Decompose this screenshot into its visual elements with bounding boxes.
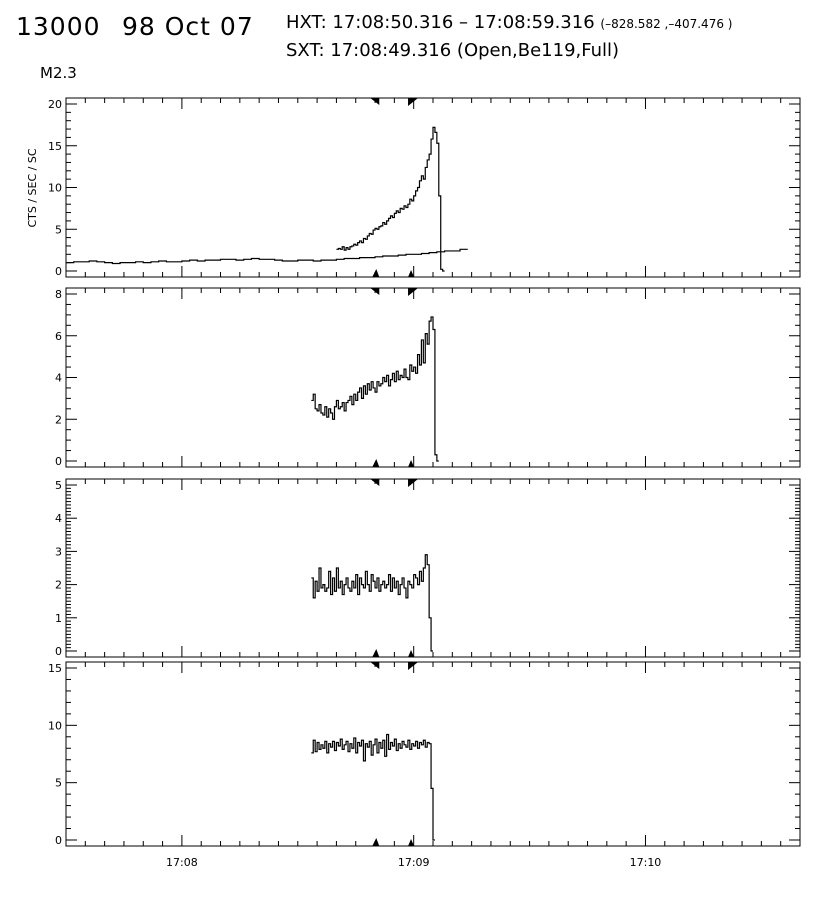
panel-3-count-rate-series bbox=[311, 554, 433, 652]
panel-3-ytick-label: 2 bbox=[55, 579, 62, 592]
panel-1-hxt-start-marker-top bbox=[370, 98, 380, 105]
panel-2-count-rate-series bbox=[311, 316, 439, 462]
panel-1-hxt-end-marker-top bbox=[408, 98, 419, 106]
panel-2-ytick-label: 0 bbox=[55, 455, 62, 468]
panel-1-hxt-end-marker-bottom bbox=[408, 270, 415, 277]
panel-1-ytick-label: 15 bbox=[48, 140, 62, 153]
panel-1-count-rate-series bbox=[66, 248, 468, 265]
panel-4-ytick-label: 15 bbox=[48, 662, 62, 675]
panel-4-hxt-start-marker-top bbox=[370, 662, 380, 669]
panel-1-ytick-label: 20 bbox=[48, 98, 62, 111]
x-tick-label: 17:08 bbox=[166, 856, 198, 869]
panel-4-count-rate-series bbox=[311, 733, 435, 841]
sxt-settings: (Open,Be119,Full) bbox=[456, 40, 620, 61]
sxt-time: 17:08:49.316 bbox=[330, 40, 452, 61]
panel-2-ytick-label: 4 bbox=[55, 372, 62, 385]
x-tick-label: 17:10 bbox=[630, 856, 662, 869]
panel-1-frame bbox=[65, 97, 801, 278]
panel-4-hxt-end-marker-bottom bbox=[408, 839, 415, 846]
panel-3-hxt-end-marker-top bbox=[408, 479, 419, 487]
panel-1-hxt-start-marker-bottom bbox=[372, 269, 380, 277]
panel-4-hxt-start-marker-bottom bbox=[372, 838, 380, 846]
panel-1-ytick-label: 0 bbox=[55, 265, 62, 278]
panel-3-ytick-label: 5 bbox=[55, 479, 62, 492]
goes-class: M2.3 bbox=[40, 64, 77, 82]
panel-3-ytick-label: 4 bbox=[55, 512, 62, 525]
panel-2-frame bbox=[65, 287, 801, 468]
panel-1-ytick-label: 10 bbox=[48, 182, 62, 195]
sxt-label: SXT: bbox=[286, 40, 325, 61]
panel-3-hxt-start-marker-top bbox=[370, 479, 380, 486]
panel-4-ytick-label: 10 bbox=[48, 719, 62, 732]
hxt-line: HXT: 17:08:50.316 – 17:08:59.316 (–828.5… bbox=[286, 14, 732, 32]
event-date: 98 Oct 07 bbox=[122, 12, 254, 41]
panel-3-ytick-label: 3 bbox=[55, 545, 62, 558]
panel-4-ytick-label: 0 bbox=[55, 834, 62, 847]
hxt-coordinates: (–828.582 ,–407.476 ) bbox=[600, 17, 733, 31]
panel-4-hxt-end-marker-top bbox=[408, 662, 419, 670]
panel-3-ytick-label: 0 bbox=[55, 645, 62, 658]
panel-1-ytick-label: 5 bbox=[55, 223, 62, 236]
panel-3-hxt-end-marker-bottom bbox=[408, 650, 415, 657]
y-axis-label: CTS / SEC / SC bbox=[26, 148, 39, 227]
panel-4-ytick-label: 5 bbox=[55, 777, 62, 790]
panel-2-ytick-label: 6 bbox=[55, 330, 62, 343]
hxt-label: HXT: bbox=[286, 12, 327, 33]
panel-2-hxt-end-marker-bottom bbox=[408, 460, 415, 467]
panel-2-ytick-label: 2 bbox=[55, 413, 62, 426]
panel-2-hxt-end-marker-top bbox=[408, 288, 419, 296]
panel-2-ytick-label: 8 bbox=[55, 288, 62, 301]
hxt-time-range: 17:08:50.316 – 17:08:59.316 bbox=[332, 12, 595, 33]
panel-2-hxt-start-marker-top bbox=[370, 288, 380, 295]
panel-3-hxt-start-marker-bottom bbox=[372, 649, 380, 657]
panel-3-ytick-label: 1 bbox=[55, 612, 62, 625]
panel-1-count-rate-series bbox=[336, 126, 445, 272]
sxt-line: SXT: 17:08:49.316 (Open,Be119,Full) bbox=[286, 42, 619, 60]
event-id: 13000 bbox=[16, 12, 101, 41]
panel-3-frame bbox=[65, 478, 801, 658]
x-tick-label: 17:09 bbox=[398, 856, 430, 869]
panel-2-hxt-start-marker-bottom bbox=[372, 459, 380, 467]
